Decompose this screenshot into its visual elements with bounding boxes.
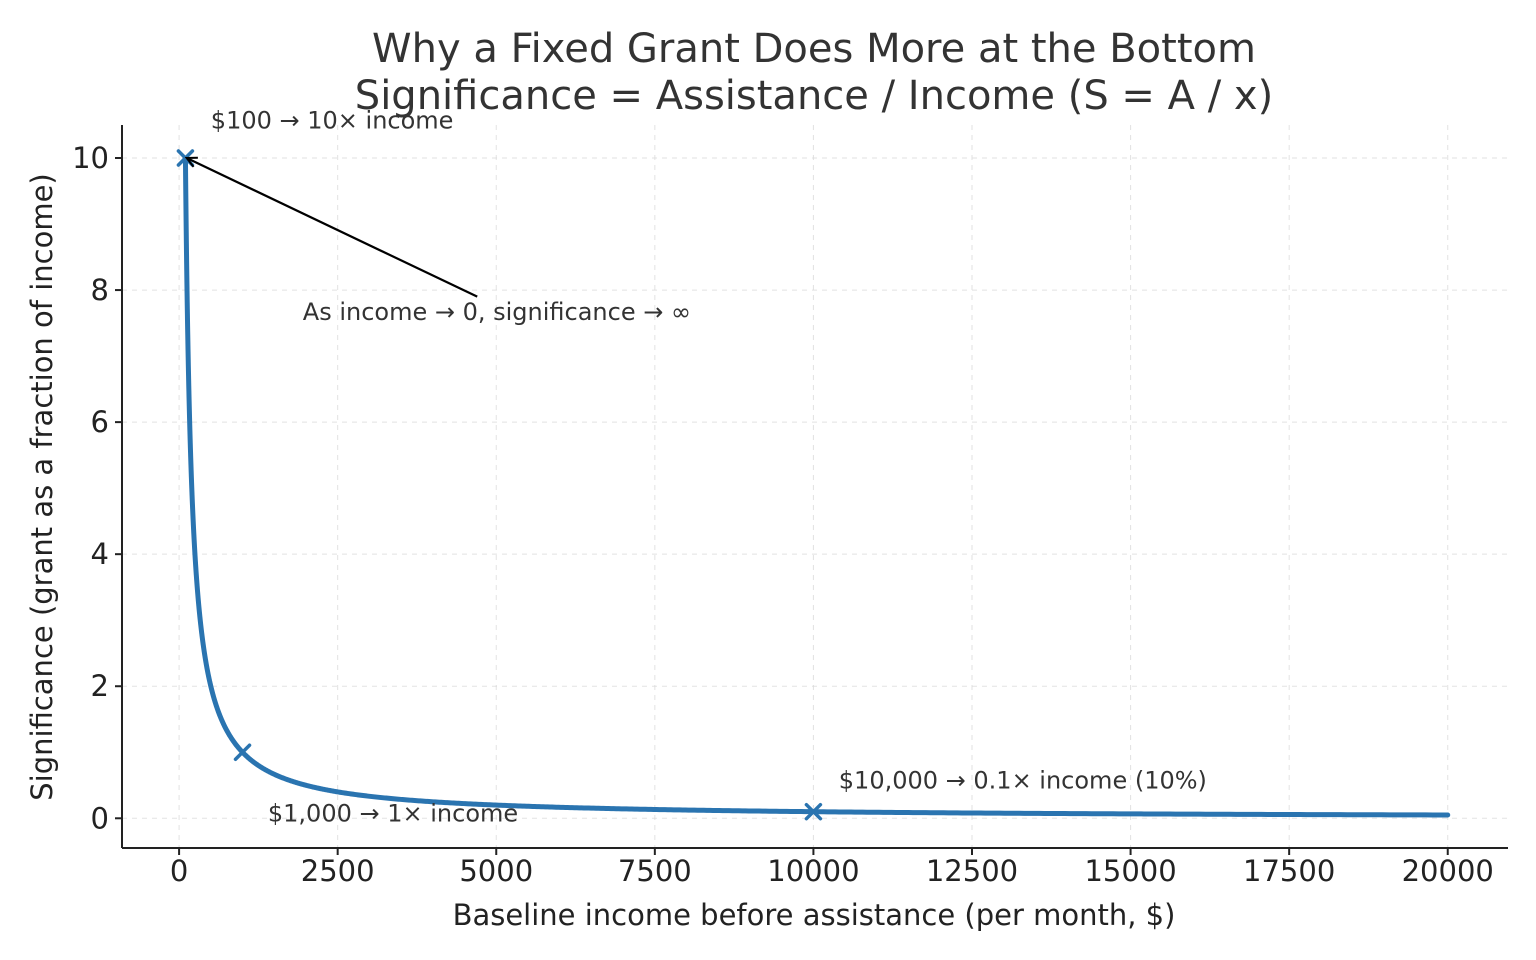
y-tick-label-2: 4 — [91, 537, 109, 571]
data-point-marker-1 — [233, 743, 252, 762]
x-tick-label-5: 12500 — [926, 854, 1018, 888]
annotation-text-0: $100 → 10× income — [211, 106, 454, 134]
chart-title: Why a Fixed Grant Does More at the Botto… — [372, 26, 1256, 72]
x-tick-label-2: 5000 — [459, 854, 533, 888]
x-tick-label-8: 20000 — [1402, 854, 1494, 888]
x-tick-label-1: 2500 — [301, 854, 375, 888]
x-tick-label-0: 0 — [170, 854, 188, 888]
data-point-marker-stroke-b — [233, 743, 252, 762]
y-axis-label: Significance (grant as a fraction of inc… — [25, 173, 59, 800]
grid-layer — [122, 125, 1508, 848]
data-point-marker-stroke-b — [804, 802, 823, 821]
annotation-layer: $100 → 10× income $1,000 → 1× income $10,0… — [187, 106, 1207, 828]
x-tick-label-3: 7500 — [618, 854, 692, 888]
x-tick-label-4: 10000 — [767, 854, 859, 888]
annotation-text-2: $10,000 → 0.1× income (10%) — [839, 767, 1207, 795]
annotation-text-1: $1,000 → 1× income — [268, 800, 518, 828]
x-axis-label: Baseline income before assistance (per m… — [453, 898, 1176, 932]
y-tick-label-5: 10 — [72, 141, 109, 175]
x-tick-label-7: 17500 — [1243, 854, 1335, 888]
y-tick-label-3: 6 — [91, 405, 109, 439]
annotation-arrow-3 — [187, 158, 478, 298]
x-tick-label-6: 15000 — [1084, 854, 1176, 888]
y-tick-label-0: 0 — [91, 801, 109, 835]
significance-curve — [182, 155, 1451, 818]
axis-layer: 0 2500 5000 7500 10000 12500 15000 17500 20000 0 2… — [72, 125, 1508, 888]
annotation-text-3: As income → 0, significance → ∞ — [303, 298, 691, 326]
chart-subtitle: Significance = Assistance / Income (S = … — [355, 73, 1273, 119]
y-tick-label-4: 8 — [91, 273, 109, 307]
y-tick-label-1: 2 — [91, 669, 109, 703]
data-point-marker-2 — [804, 802, 823, 821]
